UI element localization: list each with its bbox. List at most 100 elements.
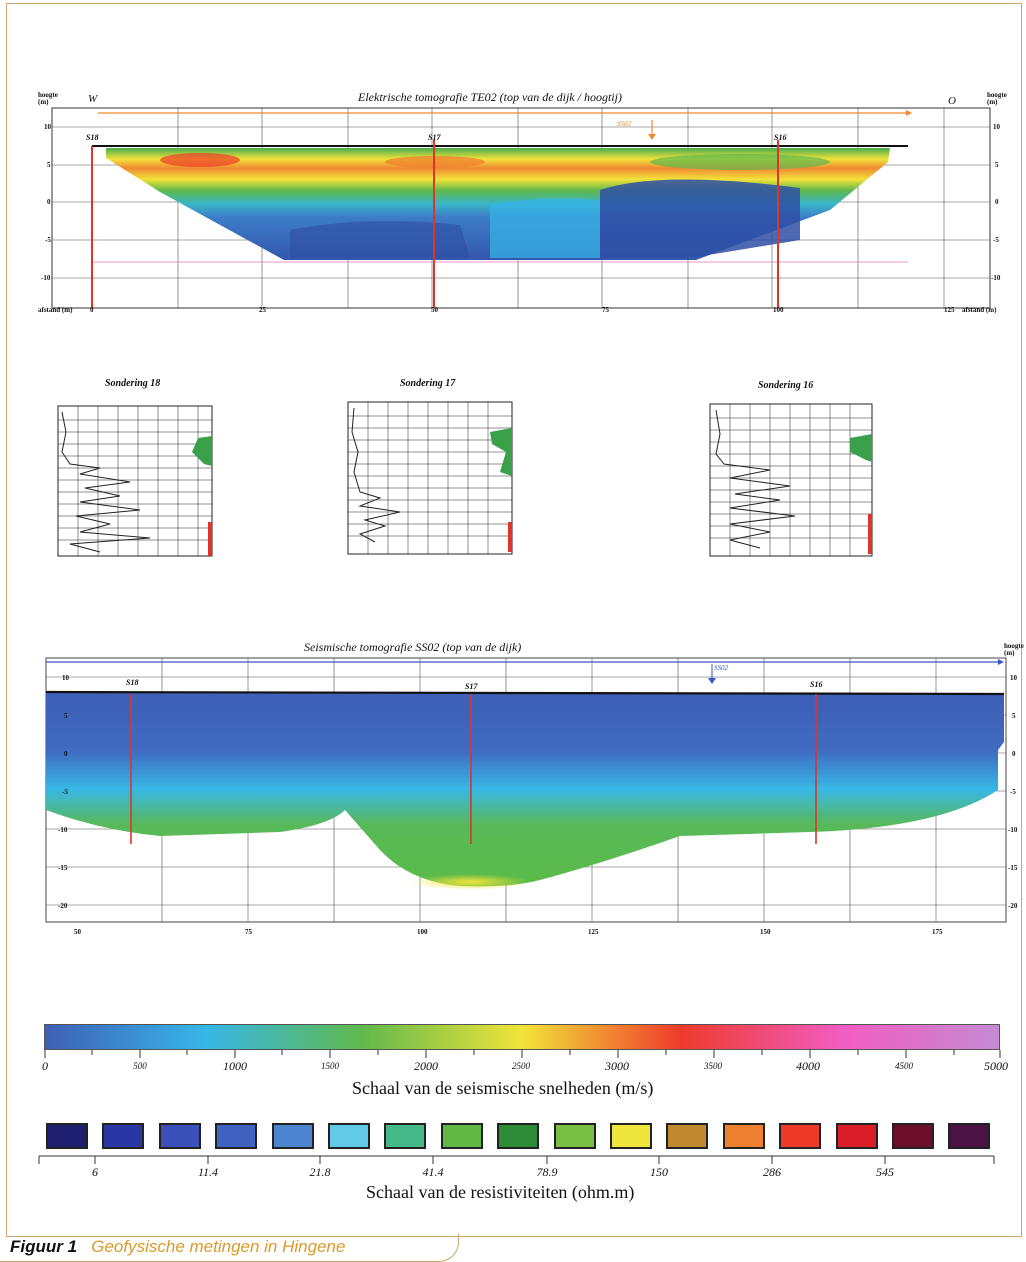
bottom-ytick-left: 0 — [64, 750, 68, 758]
resistivity-scale-title: Schaal van de resistiviteiten (ohm.m) — [366, 1182, 635, 1202]
bottom-sounding-s16: S16 — [810, 680, 823, 689]
sounding-title: Sondering 16 — [758, 380, 814, 391]
top-ytick-left: 0 — [47, 198, 51, 206]
sounding-plot-17: Sondering 17 — [340, 378, 520, 560]
figure-frame — [6, 3, 1022, 1237]
resistivity-swatch — [328, 1123, 370, 1149]
seismic-minor-tick: 3500 — [704, 1061, 722, 1071]
west-label: W — [88, 93, 98, 105]
resistivity-swatch — [215, 1123, 258, 1149]
resistivity-tick: 286 — [763, 1165, 781, 1179]
bottom-ytick-right: -5 — [1010, 788, 1016, 796]
seismic-velocity-colorbar — [44, 1024, 1000, 1050]
top-ytick-right: -10 — [991, 274, 1001, 282]
resistivity-swatch — [440, 1123, 483, 1149]
figure-caption: Figuur 1 Geofysische metingen in Hingene — [10, 1237, 345, 1257]
top-xtick: 50 — [431, 306, 438, 314]
seismic-scale-title: Schaal van de seismische snelheden (m/s) — [352, 1078, 654, 1098]
sounding-plot-18: Sondering 18 — [40, 378, 220, 560]
top-ytick-left: 10 — [44, 123, 51, 131]
bottom-ytick-left: -15 — [58, 864, 68, 872]
bottom-ytick-right: 10 — [1010, 674, 1017, 682]
bottom-ytick-right: -15 — [1008, 864, 1018, 872]
seismic-major-tick: 0 — [42, 1059, 48, 1073]
top-right-axis-label: hoogte (m) — [987, 91, 1007, 106]
seismic-minor-tick: 4500 — [895, 1061, 913, 1071]
resistivity-swatch — [553, 1123, 596, 1149]
bottom-marker-label: SS02 — [714, 664, 728, 672]
bottom-xtick: 150 — [760, 928, 771, 936]
resistivity-swatch — [497, 1123, 540, 1149]
sounding-plot-16: Sondering 16 — [700, 380, 880, 562]
resistivity-swatch — [835, 1123, 878, 1149]
resistivity-tick: 150 — [650, 1165, 668, 1179]
bottom-sounding-s18: S18 — [126, 678, 139, 687]
seismic-minor-tick: 1500 — [321, 1061, 339, 1071]
bottom-ytick-left: -10 — [58, 826, 68, 834]
top-marker-label: SS02 — [617, 120, 631, 128]
resistivity-swatch — [46, 1123, 88, 1149]
top-xtick: 0 — [90, 306, 94, 314]
resistivity-tick: 11.4 — [197, 1165, 219, 1179]
resistivity-swatch — [948, 1123, 991, 1149]
bottom-xtick: 125 — [588, 928, 599, 936]
top-xtick: 75 — [602, 306, 609, 314]
frame-top-border — [6, 3, 1022, 4]
bottom-xtick: 175 — [932, 928, 943, 936]
bottom-xtick: 50 — [74, 928, 81, 936]
bottom-ytick-left: 5 — [64, 712, 68, 720]
seismic-scale-ticks — [44, 1050, 1001, 1058]
electrical-tomography-section — [51, 107, 991, 309]
top-ytick-left: 5 — [47, 161, 51, 169]
seismic-major-tick: 1000 — [223, 1059, 247, 1073]
figure-description: Geofysische metingen in Hingene — [91, 1237, 346, 1256]
bottom-panel-title: Seismische tomografie SS02 (top van de d… — [304, 640, 522, 654]
top-panel-title: Elektrische tomografie TE02 (top van de … — [358, 90, 622, 104]
seismic-major-tick: 5000 — [984, 1059, 1008, 1073]
top-xlabel-left: afstand (m) — [38, 306, 73, 314]
top-xlabel-right: afstand (m) — [962, 306, 997, 314]
top-sounding-s18: S18 — [86, 133, 99, 142]
bottom-right-axis-label: hoogte (m) — [1004, 642, 1024, 657]
bottom-xtick: 75 — [245, 928, 252, 936]
bottom-ytick-left: 10 — [62, 674, 69, 682]
resistivity-tick: 6 — [92, 1165, 98, 1179]
bottom-ytick-left: -20 — [58, 902, 68, 910]
bottom-sounding-s17: S17 — [465, 682, 478, 691]
resistivity-swatch — [666, 1123, 709, 1149]
resistivity-swatch — [384, 1123, 427, 1149]
resistivity-tick: 41.4 — [422, 1165, 444, 1179]
sounding-title: Sondering 18 — [105, 378, 161, 389]
top-ytick-right: 5 — [995, 161, 999, 169]
resistivity-swatch — [158, 1123, 201, 1149]
top-ytick-left: -10 — [41, 274, 51, 282]
resistivity-tick: 545 — [876, 1165, 894, 1179]
top-ytick-left: -5 — [45, 236, 51, 244]
bottom-ytick-left: -5 — [62, 788, 68, 796]
top-ytick-right: 0 — [995, 198, 999, 206]
top-ytick-right: -5 — [993, 236, 999, 244]
east-label: O — [948, 95, 956, 107]
bottom-xtick: 100 — [417, 928, 428, 936]
resistivity-swatch — [610, 1123, 652, 1149]
resistivity-swatch — [779, 1123, 822, 1149]
top-left-axis-label: hoogte (m) — [38, 91, 58, 106]
resistivity-swatch — [271, 1123, 314, 1149]
top-xtick: 100 — [773, 306, 784, 314]
seismic-minor-tick: 2500 — [512, 1061, 530, 1071]
top-sounding-s17: S17 — [428, 133, 441, 142]
top-sounding-s16: S16 — [774, 133, 787, 142]
resistivity-tick: 78.9 — [536, 1165, 558, 1179]
bottom-ytick-right: 5 — [1012, 712, 1016, 720]
bottom-ytick-right: -20 — [1008, 902, 1018, 910]
seismic-tomography-section — [45, 657, 1007, 923]
resistivity-tick: 21.8 — [309, 1165, 331, 1179]
figure-label: Figuur 1 — [10, 1237, 78, 1256]
bottom-ytick-right: -10 — [1008, 826, 1018, 834]
resistivity-scale-axis — [38, 1155, 995, 1164]
seismic-major-tick: 2000 — [414, 1059, 438, 1073]
seismic-major-tick: 4000 — [796, 1059, 820, 1073]
seismic-minor-tick: 500 — [133, 1061, 147, 1071]
sounding-title: Sondering 17 — [400, 378, 456, 389]
resistivity-swatch — [102, 1123, 145, 1149]
